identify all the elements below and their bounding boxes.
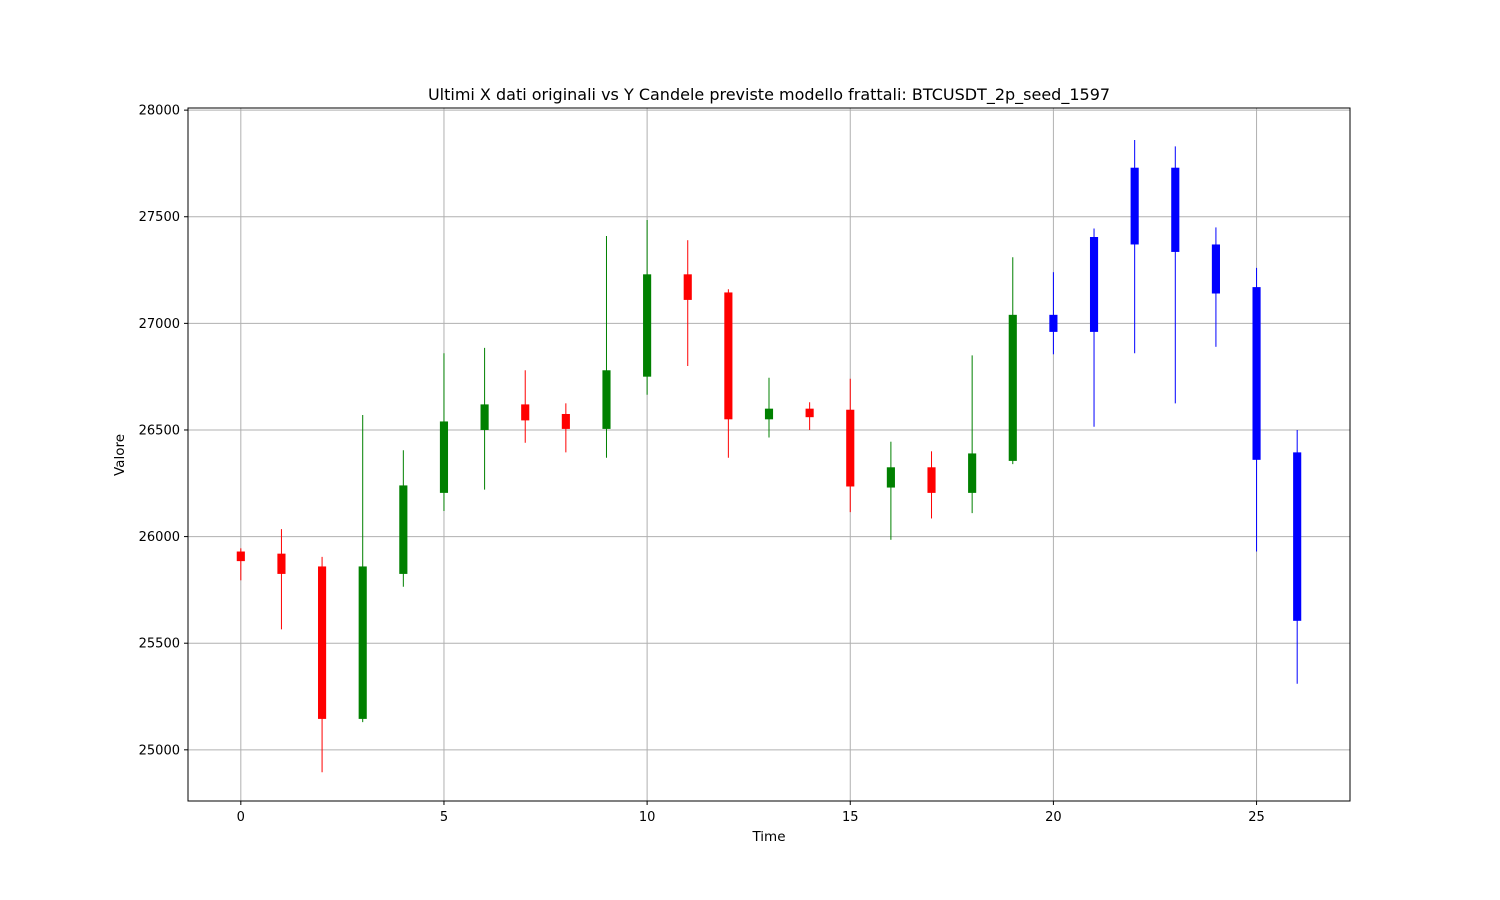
y-tick-label: 25000 <box>139 743 180 758</box>
candle-body <box>1171 167 1180 252</box>
x-tick-label: 15 <box>842 810 859 825</box>
candle-body <box>236 551 245 562</box>
candle-17 <box>927 451 936 519</box>
y-tick-label: 26500 <box>139 423 180 438</box>
candle-body <box>643 274 652 377</box>
candle-16 <box>886 441 895 540</box>
candle-6 <box>480 347 489 490</box>
candle-body <box>277 553 286 574</box>
candle-body <box>1252 287 1261 460</box>
candle-19 <box>1008 257 1017 465</box>
candle-body <box>724 292 733 420</box>
candle-7 <box>521 370 530 443</box>
candle-2 <box>318 556 327 773</box>
candle-body <box>1089 237 1099 332</box>
candle-body <box>318 566 327 719</box>
candle-14 <box>805 402 814 430</box>
candle-13 <box>764 377 774 438</box>
candle-9 <box>602 235 611 458</box>
candle-25 <box>1252 267 1261 552</box>
candle-3 <box>358 415 367 723</box>
candle-body <box>927 467 936 493</box>
candle-body <box>1008 314 1017 461</box>
candle-body <box>399 485 408 574</box>
candle-23 <box>1171 146 1180 404</box>
candle-body <box>805 408 814 418</box>
candle-22 <box>1130 139 1139 354</box>
candle-layer <box>236 139 1302 773</box>
candle-body <box>683 274 692 300</box>
candle-24 <box>1211 227 1220 347</box>
y-axis-label: Valore <box>112 434 128 476</box>
y-tick-label: 27000 <box>139 317 180 332</box>
candle-10 <box>643 219 652 395</box>
x-axis-label: Time <box>751 829 785 845</box>
candle-12 <box>724 289 733 458</box>
candle-8 <box>561 403 570 453</box>
candle-body <box>1049 314 1058 332</box>
candle-1 <box>277 529 286 630</box>
x-tick-label: 25 <box>1248 810 1265 825</box>
y-tick-label: 26000 <box>139 530 180 545</box>
candle-body <box>561 413 570 429</box>
candle-18 <box>968 355 977 514</box>
candle-0 <box>236 548 245 581</box>
y-tick-label: 28000 <box>139 104 180 119</box>
y-axis-ticks: 25000 25500 26000 26500 27000 27500 28000 <box>139 104 188 758</box>
x-tick-label: 0 <box>237 810 245 825</box>
candle-body <box>521 404 530 421</box>
candle-20 <box>1049 272 1058 355</box>
candle-body <box>764 408 774 420</box>
y-tick-label: 27500 <box>139 210 180 225</box>
candle-body <box>846 409 855 487</box>
candle-26 <box>1293 429 1302 684</box>
chart-title: Ultimi X dati originali vs Y Candele pre… <box>428 85 1110 105</box>
candle-body <box>1293 452 1302 621</box>
candle-11 <box>683 240 692 367</box>
candle-body <box>439 421 449 493</box>
plot-frame <box>187 107 1351 802</box>
y-tick-label: 25500 <box>139 637 180 652</box>
candle-4 <box>399 450 408 587</box>
candle-body <box>968 453 977 493</box>
x-tick-label: 5 <box>440 810 448 825</box>
candle-21 <box>1089 228 1099 427</box>
x-tick-label: 20 <box>1045 810 1062 825</box>
candle-body <box>358 566 367 719</box>
candle-body <box>1130 167 1139 245</box>
x-tick-label: 10 <box>639 810 656 825</box>
candle-5 <box>439 353 449 512</box>
candle-body <box>602 370 611 429</box>
candle-15 <box>846 378 855 513</box>
candle-body <box>480 404 489 430</box>
candle-body <box>1211 244 1220 294</box>
x-axis-ticks: 0 5 10 15 20 25 <box>237 801 1265 825</box>
candle-body <box>886 467 895 488</box>
